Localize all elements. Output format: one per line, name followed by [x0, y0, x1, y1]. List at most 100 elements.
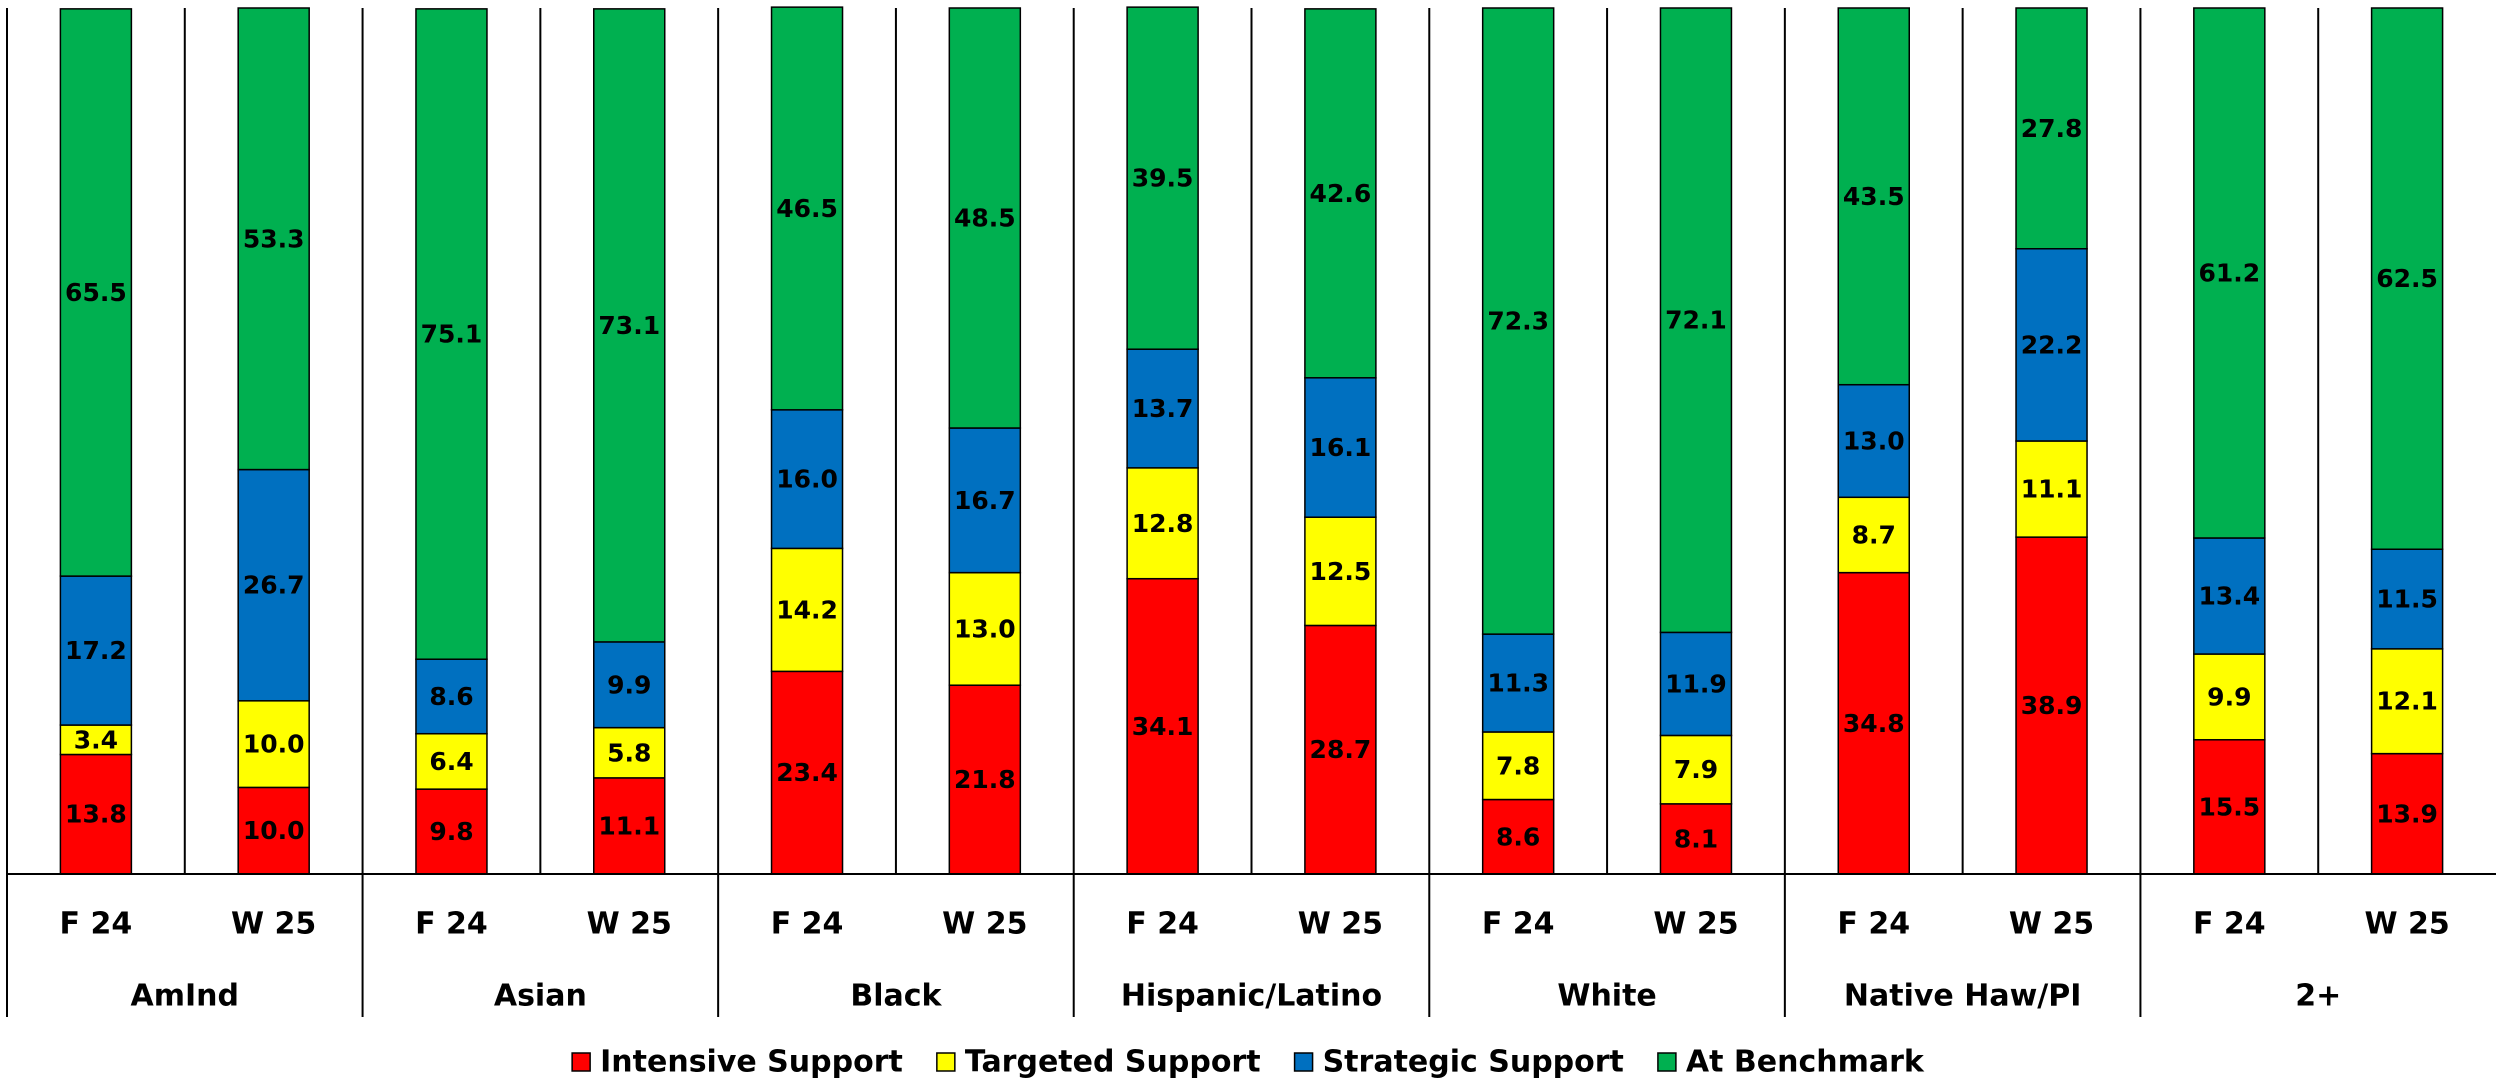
data-label-white-f-24-at-benchmark: 72.3 [1487, 307, 1549, 336]
bar-hispanic-latino-w-25-intensive-support [1304, 624, 1377, 875]
data-label-asian-w-25-strategic-support: 9.9 [607, 670, 651, 699]
data-label-asian-w-25-intensive-support: 11.1 [598, 811, 660, 840]
legend-swatch-strategic-support [1293, 1052, 1314, 1072]
group-label-asian: Asian [494, 979, 587, 1014]
bar-native-haw-pi-w-25-intensive-support [2015, 536, 2088, 875]
legend: Intensive Support Targeted Support Strateg… [571, 1045, 1925, 1080]
data-label-hispanic-latino-w-25-strategic-support: 16.1 [1310, 433, 1372, 462]
data-label-2-f-24-strategic-support: 13.4 [2198, 582, 2260, 611]
data-label-amind-f-24-intensive-support: 13.8 [65, 800, 127, 829]
bar-hispanic-latino-f-24-intensive-support [1126, 577, 1199, 875]
bar-hispanic-latino-w-25-targeted-support [1304, 516, 1377, 627]
bar-native-haw-pi-f-24-targeted-support [1837, 496, 1910, 574]
legend-swatch-intensive-support [571, 1052, 591, 1072]
data-label-amind-w-25-strategic-support: 26.7 [243, 571, 305, 600]
bar-amind-w-25-targeted-support [237, 700, 310, 789]
bar-asian-w-25-at-benchmark [593, 8, 666, 643]
group-label-white: White [1557, 979, 1656, 1014]
legend-item-strategic-support: Strategic Support [1293, 1045, 1624, 1080]
data-label-amind-f-24-at-benchmark: 65.5 [65, 278, 127, 307]
data-label-black-f-24-at-benchmark: 46.5 [776, 194, 838, 223]
data-label-2-w-25-strategic-support: 11.5 [2376, 585, 2438, 614]
bar-amind-f-24-targeted-support [59, 724, 133, 756]
bar-hispanic-latino-f-24-targeted-support [1126, 467, 1199, 580]
data-label-white-f-24-strategic-support: 11.3 [1487, 669, 1549, 698]
tick-label-2-w-25: W 25 [2364, 907, 2449, 942]
data-label-native-haw-pi-w-25-targeted-support: 11.1 [2021, 475, 2083, 504]
legend-label-strategic-support: Strategic Support [1323, 1045, 1624, 1080]
bar-asian-w-25-strategic-support [593, 641, 666, 729]
bar-black-w-25-at-benchmark [948, 7, 1022, 429]
group-labels: AmInd Asian Black Hispanic/Latino White Nativ… [131, 979, 2342, 1014]
data-label-black-f-24-targeted-support: 14.2 [776, 595, 838, 624]
data-label-white-w-25-strategic-support: 11.9 [1665, 669, 1727, 698]
bar-amind-w-25-at-benchmark [237, 7, 310, 471]
data-label-2-w-25-intensive-support: 13.9 [2376, 799, 2438, 828]
bar-amind-f-24-at-benchmark [59, 8, 133, 577]
data-label-hispanic-latino-f-24-targeted-support: 12.8 [1132, 509, 1194, 538]
bar-amind-f-24-intensive-support [59, 753, 133, 875]
data-label-hispanic-latino-f-24-intensive-support: 34.1 [1132, 712, 1194, 741]
data-label-hispanic-latino-f-24-strategic-support: 13.7 [1132, 394, 1194, 423]
bar-2-f-24-targeted-support [2193, 653, 2266, 741]
data-label-amind-f-24-targeted-support: 3.4 [74, 725, 118, 754]
data-label-black-w-25-at-benchmark: 48.5 [954, 204, 1016, 233]
x-axis [6, 8, 2496, 1017]
bar-white-f-24-targeted-support [1481, 731, 1555, 801]
data-label-black-f-24-strategic-support: 16.0 [776, 465, 838, 494]
tick-label-native-haw-pi-w-25: W 25 [2009, 907, 2094, 942]
bar-native-haw-pi-w-25-strategic-support [2015, 247, 2088, 442]
tick-label-black-f-24: F 24 [771, 907, 844, 942]
tick-label-amind-w-25: W 25 [231, 907, 316, 942]
legend-item-at-benchmark: At Benchmark [1657, 1045, 1925, 1080]
legend-item-intensive-support: Intensive Support [571, 1045, 903, 1080]
data-label-asian-f-24-targeted-support: 6.4 [429, 747, 473, 776]
data-label-black-w-25-strategic-support: 16.7 [954, 486, 1016, 515]
data-label-amind-w-25-at-benchmark: 53.3 [243, 224, 305, 253]
data-label-native-haw-pi-f-24-at-benchmark: 43.5 [1843, 182, 1905, 211]
data-label-native-haw-pi-w-25-at-benchmark: 27.8 [2021, 114, 2083, 143]
bar-white-w-25-at-benchmark [1659, 7, 1733, 634]
data-label-native-haw-pi-f-24-intensive-support: 34.8 [1843, 709, 1905, 738]
data-label-native-haw-pi-w-25-strategic-support: 22.2 [2021, 330, 2083, 359]
tick-label-black-w-25: W 25 [942, 907, 1027, 942]
legend-item-targeted-support: Targeted Support [936, 1045, 1261, 1080]
tick-label-white-w-25: W 25 [1653, 907, 1738, 942]
bar-2-w-25-strategic-support [2370, 548, 2444, 650]
data-label-black-w-25-intensive-support: 21.8 [954, 765, 1016, 794]
data-label-2-f-24-intensive-support: 15.5 [2198, 792, 2260, 821]
bar-2-f-24-intensive-support [2193, 739, 2266, 875]
data-label-2-f-24-targeted-support: 9.9 [2207, 682, 2251, 711]
bar-hispanic-latino-f-24-strategic-support [1126, 348, 1199, 469]
x-tick-labels: F 24 W 25 F 24 W 25 F 24 W 25 F 24 W 25 F 24 W 25… [60, 907, 2450, 942]
group-label-amind: AmInd [131, 979, 239, 1014]
data-labels-layer: 13.8 3.4 17.2 65.5 10.0 10.0 26.7 53.3 9.8 6.4 8.6… [65, 114, 2438, 854]
data-label-asian-f-24-strategic-support: 8.6 [429, 682, 473, 711]
bar-black-f-24-at-benchmark [770, 6, 844, 411]
group-label-2: 2+ [2295, 979, 2341, 1014]
tick-label-white-f-24: F 24 [1482, 907, 1555, 942]
data-label-native-haw-pi-f-24-strategic-support: 13.0 [1843, 427, 1905, 456]
bar-2-w-25-intensive-support [2370, 752, 2444, 875]
bar-white-w-25-targeted-support [1659, 734, 1733, 805]
group-label-black: Black [850, 979, 942, 1014]
legend-label-intensive-support: Intensive Support [600, 1045, 903, 1080]
data-label-hispanic-latino-f-24-at-benchmark: 39.5 [1132, 164, 1194, 193]
data-label-white-w-25-targeted-support: 7.9 [1674, 755, 1718, 784]
bar-2-w-25-targeted-support [2370, 648, 2444, 755]
data-label-asian-w-25-targeted-support: 5.8 [607, 738, 651, 767]
data-label-asian-w-25-at-benchmark: 73.1 [598, 311, 660, 340]
tick-label-hispanic-latino-f-24: F 24 [1126, 907, 1199, 942]
group-label-hispanic-latino: Hispanic/Latino [1121, 979, 1382, 1014]
data-label-2-w-25-at-benchmark: 62.5 [2376, 264, 2438, 293]
bar-2-f-24-at-benchmark [2193, 7, 2266, 539]
bar-asian-f-24-at-benchmark [415, 8, 488, 660]
legend-label-at-benchmark: At Benchmark [1686, 1045, 1925, 1080]
data-label-hispanic-latino-w-25-intensive-support: 28.7 [1310, 735, 1372, 764]
data-label-amind-w-25-intensive-support: 10.0 [243, 816, 305, 845]
tick-label-2-f-24: F 24 [2193, 907, 2266, 942]
bar-black-w-25-intensive-support [948, 684, 1022, 875]
data-label-amind-f-24-strategic-support: 17.2 [65, 636, 127, 665]
bar-black-f-24-targeted-support [770, 547, 844, 673]
